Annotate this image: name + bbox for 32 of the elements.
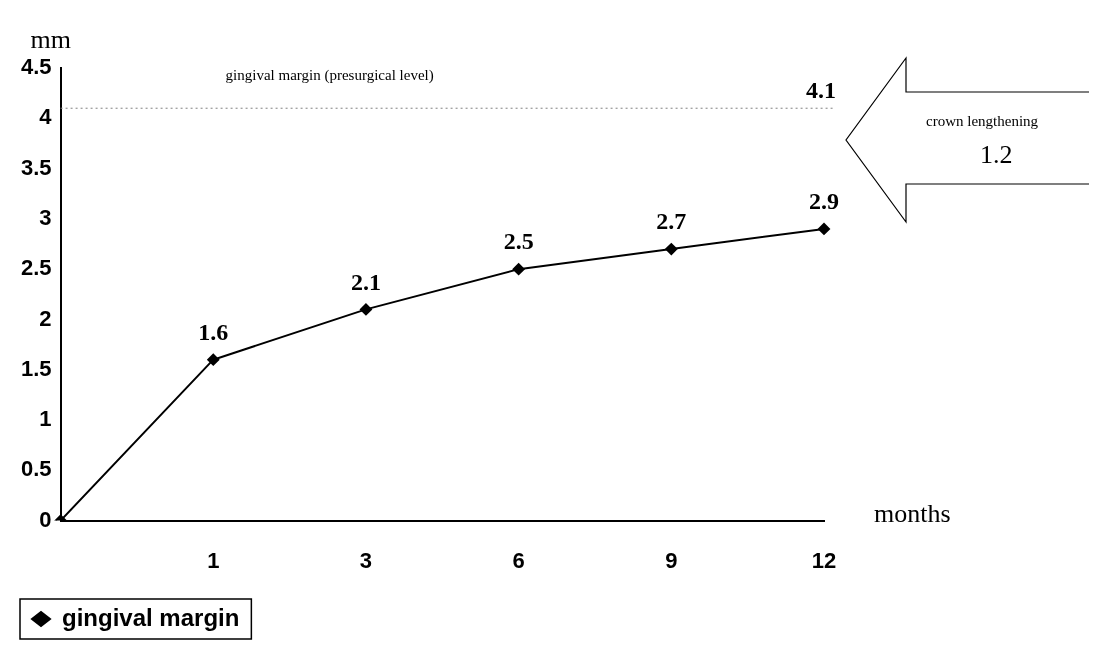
y-tick-label: 3.5: [20, 154, 52, 180]
data-label: 2.7: [656, 208, 687, 235]
ref-line-label: 4.1: [806, 77, 836, 104]
x-tick-label: 12: [811, 547, 837, 573]
text: crown lengthening: [926, 113, 1039, 130]
x-tick-label: 3: [359, 547, 373, 573]
point: [818, 222, 830, 235]
point: [512, 263, 525, 276]
point: [665, 243, 678, 256]
x-axis-title: months: [874, 499, 951, 529]
y-tick-label: 0: [39, 506, 52, 532]
x-tick-label: 1: [207, 547, 220, 573]
y-tick-label: 1.5: [20, 355, 52, 381]
y-tick-label: 4.5: [20, 54, 52, 80]
y-tick-label: 2.5: [20, 255, 52, 281]
x-tick-label: 9: [665, 547, 678, 573]
data-label: 1.6: [198, 318, 229, 345]
point: [359, 303, 372, 316]
y-tick-label: 0.5: [20, 456, 52, 482]
data-label: 2.1: [350, 268, 381, 295]
data-label: 2.9: [809, 188, 839, 215]
y-tick-label: 4: [39, 104, 53, 130]
y-axis-title: mm: [30, 24, 72, 54]
point: [207, 353, 220, 366]
text: 1.2: [980, 140, 1013, 170]
annotation: gingival margin (presurgical level): [225, 66, 434, 84]
x-tick-label: 6: [512, 547, 525, 573]
y-tick-label: 3: [39, 204, 52, 230]
y-tick-label: 2: [39, 305, 52, 331]
legend-label: gingival margin: [62, 603, 240, 631]
data-label: 2.5: [503, 228, 534, 255]
y-tick-label: 1: [39, 406, 52, 432]
